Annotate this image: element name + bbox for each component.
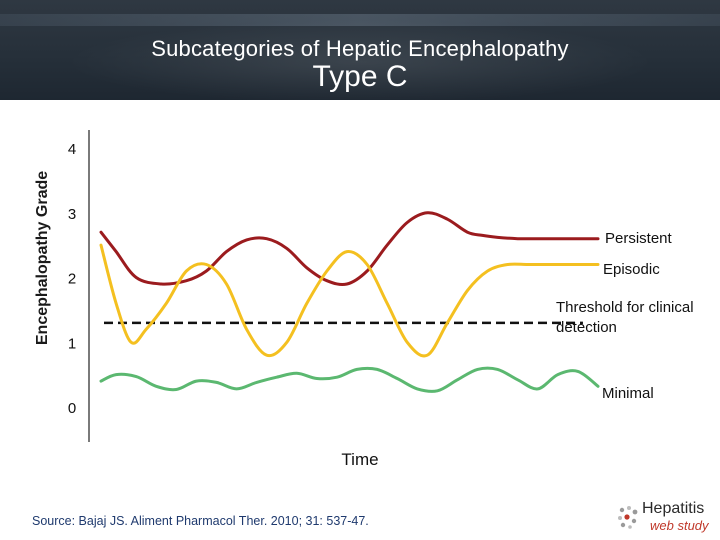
slide-subtitle: Type C bbox=[312, 60, 408, 93]
banner-stripe bbox=[0, 14, 720, 26]
threshold-label-box: Threshold for clinical detection bbox=[556, 299, 694, 336]
series-line-persistent bbox=[99, 211, 600, 287]
x-axis-label: Time bbox=[341, 450, 378, 469]
y-tick-labels: 0 1 2 3 4 bbox=[68, 141, 76, 417]
label-episodic: Episodic bbox=[603, 261, 660, 278]
y-tick-label: 0 bbox=[68, 400, 76, 417]
logo-brand: Hepatitis bbox=[642, 500, 705, 517]
y-axis-label: Encephalopathy Grade bbox=[34, 171, 51, 345]
series-line-minimal bbox=[99, 366, 600, 393]
y-tick-label: 2 bbox=[68, 271, 76, 288]
source-citation: Source: Bajaj JS. Aliment Pharmacol Ther… bbox=[32, 514, 369, 528]
slide-title: Subcategories of Hepatic Encephalopathy bbox=[151, 36, 569, 61]
banner-highlight bbox=[0, 0, 720, 100]
series-layer bbox=[99, 211, 600, 393]
threshold-label: Threshold for clinical detection bbox=[556, 299, 694, 336]
y-tick-label: 3 bbox=[68, 206, 76, 223]
hepatitis-logo: Hepatitis web study bbox=[612, 500, 716, 536]
logo-tagline: web study bbox=[650, 518, 709, 533]
logo-mark-icon bbox=[618, 506, 638, 529]
title-banner: Subcategories of Hepatic Encephalopathy … bbox=[0, 0, 720, 100]
series-line-episodic bbox=[99, 243, 600, 358]
y-tick-label: 1 bbox=[68, 335, 76, 352]
label-persistent: Persistent bbox=[605, 230, 673, 247]
label-minimal: Minimal bbox=[602, 385, 654, 402]
y-tick-label: 4 bbox=[68, 141, 76, 158]
